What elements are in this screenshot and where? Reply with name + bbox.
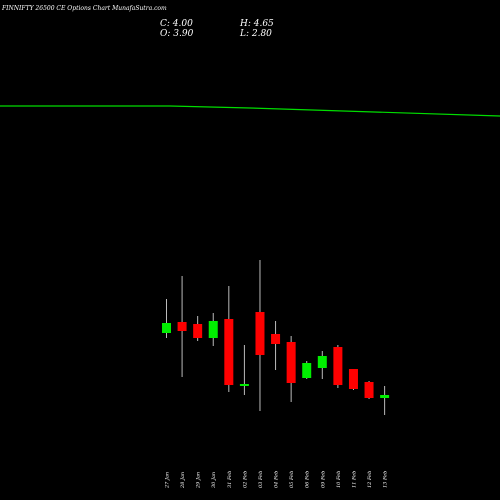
x-tick-label: 11 Feb [351, 471, 357, 488]
chart-title: FINNIFTY 26500 CE Options Chart MunafaSu… [1, 5, 167, 12]
x-axis-ticks: 27 Jan 28 Jan 29 Jan 30 Jan 31 Feb 02 Feb 03 F… [165, 471, 389, 489]
candle-body [177, 322, 187, 331]
candle-body [255, 312, 265, 355]
x-tick-label: 28 Jan [180, 472, 186, 489]
moving-average-layer [0, 105, 500, 117]
x-tick-label: 10 Feb [336, 471, 342, 488]
candle-body [271, 334, 281, 344]
ohlc-low-label: L: 2.80 [239, 29, 272, 39]
x-tick-label: 27 Jan [165, 472, 171, 489]
moving-average-line [0, 105, 500, 117]
candles-layer [162, 260, 390, 415]
x-tick-label: 13 Feb [383, 471, 389, 488]
candle-body [239, 384, 249, 386]
candle-body [162, 323, 171, 333]
candle-body [286, 342, 296, 383]
candle-body [193, 324, 203, 338]
x-tick-label: 30 Jan [211, 472, 217, 488]
ohlc-high-label: H: 4.65 [239, 19, 274, 29]
candle-body [224, 319, 234, 385]
candle-body [348, 369, 358, 389]
x-tick-label: 29 Jan [196, 472, 202, 489]
x-tick-label: 04 Feb [274, 471, 280, 488]
candle-body [333, 347, 343, 385]
x-tick-label: 31 Feb [227, 471, 233, 488]
x-tick-label: 05 Feb [289, 471, 295, 488]
candle-body [317, 356, 327, 368]
x-tick-label: 02 Feb [242, 471, 248, 488]
x-tick-label: 06 Feb [305, 471, 311, 488]
ohlc-close-label: C: 4.00 [160, 19, 193, 29]
candle-body [302, 363, 312, 378]
candle-body [380, 395, 390, 398]
candle-body [208, 321, 218, 338]
x-tick-label: 12 Feb [367, 471, 373, 488]
x-tick-label: 03 Feb [258, 471, 264, 488]
x-tick-label: 09 Feb [320, 471, 326, 488]
candle-body [364, 382, 374, 398]
ohlc-open-label: O: 3.90 [160, 29, 194, 39]
